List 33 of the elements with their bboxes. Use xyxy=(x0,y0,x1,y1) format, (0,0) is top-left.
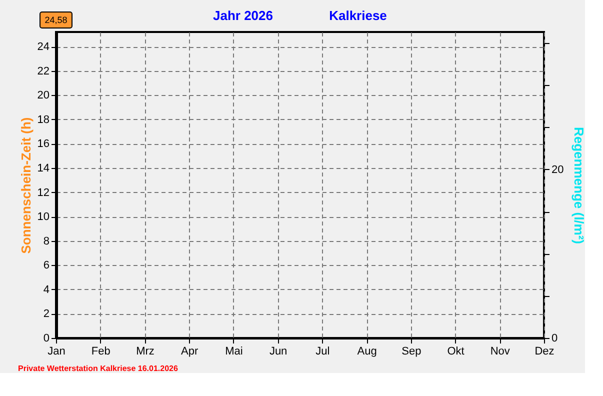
text: Private Wetterstation Kalkriese 16.01.2026 xyxy=(18,364,178,373)
y-tick-label: 12 xyxy=(37,186,50,199)
x-tick-label: Mrz xyxy=(136,346,154,358)
y-tick-label: 10 xyxy=(37,211,50,224)
x-tick-label: Sep xyxy=(402,346,422,358)
chart-title: Jahr 2026 xyxy=(213,8,273,23)
y-tick-label: 4 xyxy=(43,284,50,296)
y-tick-label: 8 xyxy=(43,235,50,248)
x-tick-label: Jan xyxy=(48,346,66,358)
y2-tick-label: 20 xyxy=(552,164,564,176)
y-tick-label: 16 xyxy=(37,138,50,150)
x-tick-label: Nov xyxy=(490,346,510,358)
y-tick-label: 2 xyxy=(43,308,50,320)
x-tick-label: Jun xyxy=(269,346,288,358)
y-axis-title: Sonnenschein-Zeit (h) xyxy=(18,117,34,254)
chart-subtitle: Kalkriese xyxy=(329,8,387,23)
text: 24,58 xyxy=(44,15,68,25)
y2-axis-title: Regenmenge (l/m²) xyxy=(572,126,587,244)
y-tick-label: 24 xyxy=(37,41,50,54)
y-tick-label: 0 xyxy=(43,332,50,344)
y-tick-label: 6 xyxy=(43,260,50,272)
x-tick-label: Aug xyxy=(357,346,377,358)
y-tick-label: 14 xyxy=(37,162,50,174)
y2-tick-label: 0 xyxy=(552,332,558,344)
y-tick-label: 18 xyxy=(37,114,50,126)
y-tick-label: 22 xyxy=(37,65,50,78)
y-tick-label: 20 xyxy=(37,90,50,102)
x-tick-label: Jul xyxy=(316,346,330,358)
x-tick-label: Mai xyxy=(225,346,243,358)
x-tick-label: Okt xyxy=(447,346,464,358)
x-tick-label: Dez xyxy=(534,346,554,358)
x-tick-label: Feb xyxy=(91,346,110,358)
x-tick-label: Apr xyxy=(181,346,198,358)
